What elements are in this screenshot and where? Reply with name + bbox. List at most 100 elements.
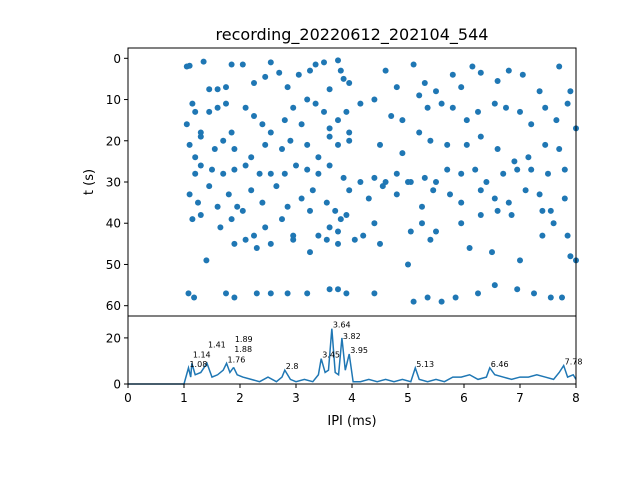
spike-point — [466, 244, 473, 251]
spike-point — [494, 77, 501, 84]
spike-point — [556, 63, 563, 70]
spike-point — [388, 113, 395, 120]
peak-annotation: 7.78 — [565, 358, 583, 367]
spike-point — [304, 96, 311, 103]
spike-point — [242, 236, 249, 243]
spike-point — [326, 286, 333, 293]
spike-point — [293, 162, 299, 169]
spike-point — [183, 121, 190, 128]
spike-point — [312, 61, 319, 68]
x-tick-label: 4 — [348, 391, 356, 405]
x-tick-label: 3 — [292, 391, 300, 405]
spike-point — [321, 59, 327, 66]
spike-point — [220, 170, 227, 177]
spike-point — [267, 170, 274, 177]
spike-point — [307, 249, 313, 256]
peak-annotation: 1.76 — [228, 355, 246, 364]
spike-point — [223, 290, 229, 297]
peak-annotation: 1.08 — [189, 360, 207, 369]
spike-point — [189, 100, 196, 107]
spike-point — [556, 146, 563, 153]
spike-point — [444, 141, 451, 148]
spike-point — [209, 166, 215, 173]
peak-annotation: 2.8 — [286, 362, 299, 371]
spike-point — [452, 294, 459, 301]
spike-point — [561, 195, 568, 202]
spike-point — [186, 62, 193, 69]
spike-point — [405, 261, 411, 268]
peak-annotation: 1.88 — [234, 345, 252, 354]
spike-point — [186, 141, 193, 148]
spike-point — [427, 137, 434, 144]
spike-point — [332, 207, 339, 214]
spike-point — [231, 146, 238, 153]
spike-point — [444, 166, 451, 173]
spike-point — [371, 290, 378, 297]
y-tick-label: 0 — [113, 52, 121, 66]
spike-point — [419, 220, 425, 227]
spike-point — [514, 166, 521, 173]
spike-point — [253, 244, 260, 251]
spike-point — [307, 67, 313, 74]
spike-point — [326, 125, 333, 132]
spike-point — [312, 100, 319, 107]
spike-point — [416, 92, 423, 99]
spike-point — [295, 71, 302, 78]
chart-title: recording_20220612_202104_544 — [216, 25, 489, 45]
spike-point — [267, 290, 274, 297]
spike-point — [304, 141, 311, 148]
spike-point — [508, 211, 515, 218]
peak-annotation: 5.13 — [416, 360, 434, 369]
spike-point — [298, 195, 305, 202]
spike-point — [217, 224, 224, 231]
spike-point — [433, 179, 439, 185]
spike-point — [290, 104, 297, 111]
spike-point — [421, 174, 428, 181]
spike-point — [517, 257, 523, 264]
spike-point — [505, 199, 512, 206]
spike-point — [326, 224, 333, 231]
peak-annotation: 3.82 — [343, 332, 361, 341]
peak-annotation: 1.89 — [235, 335, 253, 344]
spike-point — [525, 154, 532, 161]
spike-point — [371, 220, 378, 227]
spike-point — [427, 236, 434, 243]
axes-frame — [127, 47, 577, 317]
peak-annotation: 1.41 — [208, 340, 226, 349]
spike-point — [200, 58, 207, 65]
y-axis-label: t (s) — [82, 169, 97, 195]
spike-point — [343, 211, 350, 218]
spike-point — [251, 232, 257, 239]
y-tick-label: 20 — [106, 134, 121, 148]
spike-point — [192, 170, 199, 177]
peak-annotation: 3.45 — [322, 351, 340, 360]
spike-point — [214, 86, 221, 93]
spike-point — [304, 166, 311, 173]
spike-point — [393, 84, 400, 91]
spike-point — [346, 137, 353, 144]
spike-point — [239, 207, 246, 214]
spike-point — [410, 61, 417, 68]
spike-point — [458, 84, 465, 91]
spike-point — [377, 240, 383, 247]
spike-point — [424, 104, 431, 111]
spike-point — [309, 187, 316, 194]
spike-point — [290, 232, 297, 239]
spike-point — [382, 67, 389, 74]
spike-point — [547, 294, 554, 301]
spike-point — [223, 100, 229, 107]
spike-point — [553, 117, 560, 124]
x-tick-label: 7 — [516, 391, 524, 405]
spike-point — [519, 71, 526, 78]
spike-point — [214, 203, 221, 210]
spike-point — [463, 141, 470, 148]
spike-point — [214, 104, 221, 111]
spike-point — [511, 158, 518, 165]
y-tick-label: 60 — [106, 299, 121, 313]
peak-annotation: 1.14 — [193, 350, 211, 359]
spike-point — [491, 282, 498, 289]
spike-point — [536, 88, 543, 95]
spike-point — [335, 240, 341, 247]
spike-point — [477, 133, 484, 140]
spike-point — [326, 133, 333, 140]
